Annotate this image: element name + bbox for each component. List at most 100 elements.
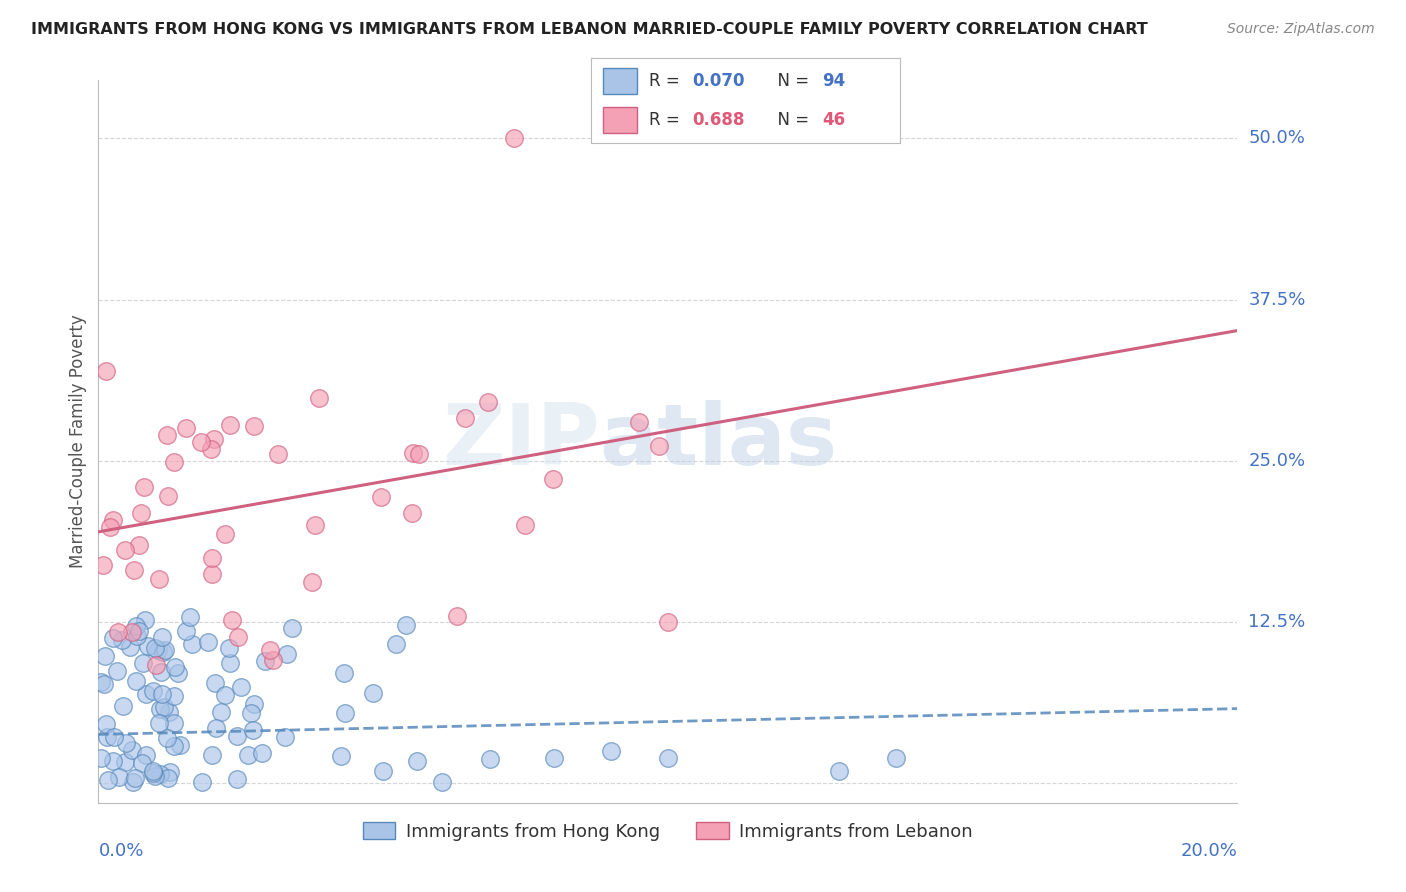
- Text: atlas: atlas: [599, 400, 838, 483]
- Point: [121, 625, 143, 640]
- Point: [135, 748, 157, 763]
- Point: [101, 513, 124, 527]
- Point: [478, 752, 501, 766]
- Point: [145, 658, 167, 673]
- Point: [361, 685, 384, 699]
- Point: [330, 748, 353, 763]
- Point: [134, 613, 156, 627]
- Text: 20.0%: 20.0%: [1181, 842, 1237, 860]
- Text: 25.0%: 25.0%: [1249, 452, 1306, 470]
- Point: [402, 446, 425, 460]
- Point: [163, 689, 186, 703]
- Point: [201, 567, 224, 582]
- Point: [190, 434, 212, 449]
- Bar: [603, 107, 637, 133]
- Point: [96, 364, 118, 378]
- Point: [204, 676, 226, 690]
- Point: [648, 439, 671, 453]
- Point: [124, 772, 146, 786]
- Point: [205, 721, 228, 735]
- Point: [153, 699, 176, 714]
- Point: [96, 730, 118, 744]
- Point: [276, 647, 298, 661]
- Point: [163, 715, 186, 730]
- Point: [100, 519, 122, 533]
- Point: [132, 656, 155, 670]
- Point: [125, 674, 148, 689]
- Point: [122, 563, 145, 577]
- Point: [657, 615, 679, 630]
- Point: [115, 736, 138, 750]
- Point: [156, 771, 179, 785]
- Text: 12.5%: 12.5%: [1249, 613, 1306, 632]
- Text: 0.0%: 0.0%: [98, 842, 143, 860]
- Point: [114, 755, 136, 769]
- Point: [541, 473, 564, 487]
- Text: N =: N =: [766, 111, 814, 128]
- Point: [97, 772, 120, 787]
- Point: [221, 613, 243, 627]
- Point: [142, 684, 165, 698]
- Point: [156, 489, 179, 503]
- Point: [200, 442, 222, 457]
- Point: [242, 723, 264, 738]
- Point: [226, 631, 249, 645]
- Point: [131, 756, 153, 771]
- Point: [190, 775, 212, 789]
- Point: [93, 558, 115, 573]
- Point: [142, 764, 165, 779]
- Point: [153, 642, 176, 657]
- Point: [259, 642, 281, 657]
- Point: [101, 754, 124, 768]
- Point: [408, 447, 430, 461]
- Text: 94: 94: [823, 72, 846, 90]
- Point: [148, 715, 170, 730]
- Point: [628, 415, 651, 429]
- Point: [201, 747, 224, 762]
- Point: [101, 631, 124, 645]
- Point: [219, 656, 242, 670]
- Point: [156, 428, 179, 442]
- Point: [108, 771, 131, 785]
- Point: [149, 767, 172, 781]
- Point: [219, 417, 242, 432]
- Point: [308, 392, 330, 406]
- Text: 50.0%: 50.0%: [1249, 129, 1305, 147]
- Point: [446, 608, 468, 623]
- Point: [226, 772, 249, 787]
- Point: [90, 674, 112, 689]
- Point: [90, 751, 112, 765]
- Point: [333, 665, 356, 680]
- Point: [828, 764, 851, 778]
- Legend: Immigrants from Hong Kong, Immigrants from Lebanon: Immigrants from Hong Kong, Immigrants fr…: [356, 814, 980, 848]
- Point: [304, 518, 326, 533]
- Point: [267, 447, 290, 461]
- Point: [600, 744, 623, 758]
- Point: [143, 640, 166, 655]
- Point: [145, 769, 167, 783]
- Point: [120, 640, 142, 654]
- Point: [243, 418, 266, 433]
- Text: Source: ZipAtlas.com: Source: ZipAtlas.com: [1227, 22, 1375, 37]
- Point: [401, 506, 423, 520]
- Point: [135, 687, 157, 701]
- Point: [274, 731, 297, 745]
- Point: [370, 490, 392, 504]
- Point: [103, 730, 125, 744]
- Point: [134, 480, 156, 494]
- Text: R =: R =: [650, 72, 685, 90]
- Text: IMMIGRANTS FROM HONG KONG VS IMMIGRANTS FROM LEBANON MARRIED-COUPLE FAMILY POVER: IMMIGRANTS FROM HONG KONG VS IMMIGRANTS …: [31, 22, 1147, 37]
- Point: [301, 575, 323, 590]
- Point: [150, 687, 173, 701]
- Text: 0.070: 0.070: [693, 72, 745, 90]
- Point: [155, 731, 177, 745]
- Text: 37.5%: 37.5%: [1249, 291, 1306, 309]
- Point: [163, 739, 186, 753]
- Point: [142, 765, 165, 780]
- Point: [515, 518, 537, 533]
- Point: [202, 432, 225, 446]
- Point: [105, 664, 128, 678]
- Point: [128, 538, 150, 552]
- Point: [238, 748, 260, 763]
- Point: [262, 653, 284, 667]
